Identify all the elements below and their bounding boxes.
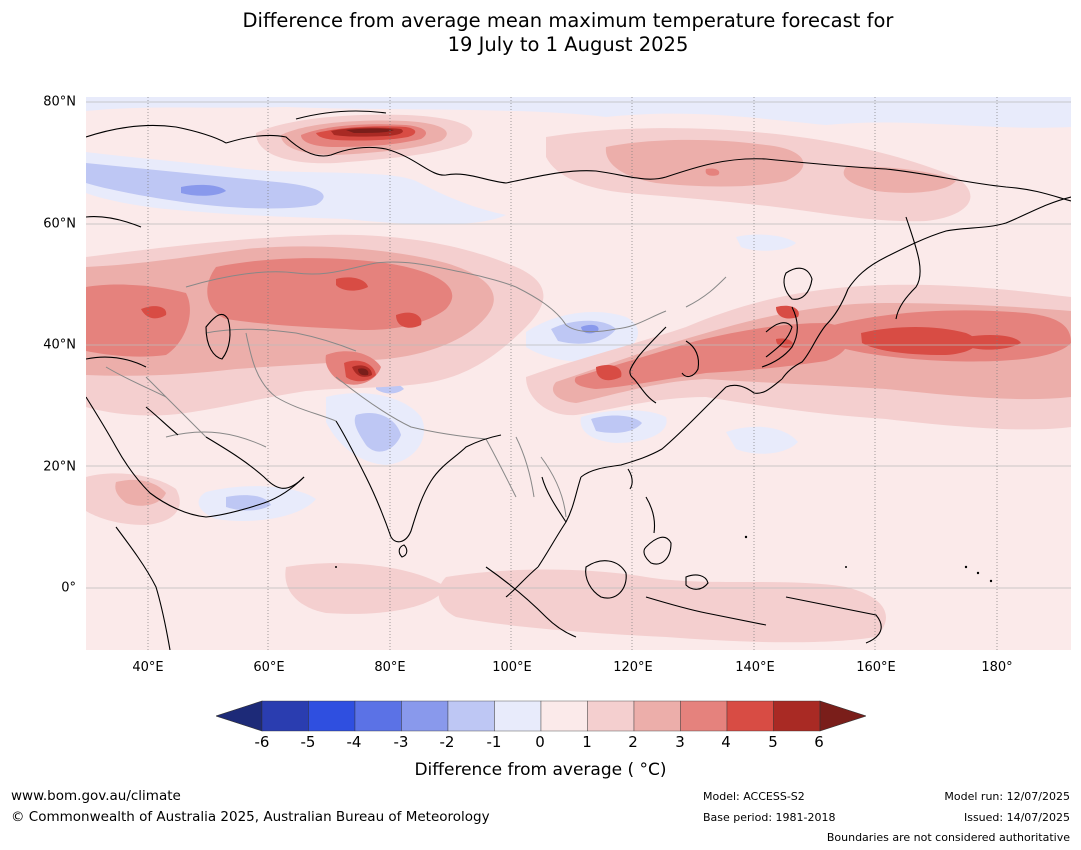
colorbar-tick-label: 6 — [814, 733, 824, 751]
forecast-map — [86, 97, 1071, 650]
lon-label-80e: 80°E — [374, 660, 406, 675]
lat-label-40n: 40°N — [43, 337, 76, 353]
colorbar-tick-label: 4 — [721, 733, 731, 751]
lon-label-60e: 60°E — [253, 660, 285, 675]
lat-label-60n: 60°N — [43, 216, 76, 232]
graticule — [86, 97, 1071, 650]
warm-anomalies — [86, 114, 1071, 643]
colorbar-swatch — [726, 700, 774, 732]
map-title: Difference from average mean maximum tem… — [0, 9, 1081, 57]
model-run-text: Model run: 12/07/2025 — [944, 790, 1070, 803]
lon-label-100e: 100°E — [492, 660, 532, 675]
title-line-1: Difference from average mean maximum tem… — [242, 9, 894, 32]
colorbar-swatch — [308, 700, 356, 732]
colorbar-tick-label: 0 — [535, 733, 545, 751]
lon-label-180: 180° — [981, 660, 1013, 675]
title-line-2: 19 July to 1 August 2025 — [447, 33, 689, 56]
lat-label-20n: 20°N — [43, 459, 76, 475]
colorbar-swatch — [447, 700, 495, 732]
colorbar — [216, 700, 866, 732]
colorbar-tick-label: -6 — [254, 733, 270, 751]
lon-label-160e: 160°E — [856, 660, 896, 675]
boundaries-note: Boundaries are not considered authoritat… — [826, 831, 1070, 844]
colorbar-swatch — [494, 700, 542, 732]
lon-label-120e: 120°E — [613, 660, 653, 675]
website-link[interactable]: www.bom.gov.au/climate — [11, 788, 181, 804]
base-period-text: Base period: 1981-2018 — [703, 811, 836, 824]
colorbar-tick-label: 2 — [628, 733, 638, 751]
lon-label-140e: 140°E — [735, 660, 775, 675]
colorbar-tick-label: -3 — [393, 733, 409, 751]
colorbar-tick-label: 3 — [675, 733, 685, 751]
copyright-text: © Commonwealth of Australia 2025, Austra… — [11, 809, 490, 825]
lon-label-40e: 40°E — [132, 660, 164, 675]
colorbar-tick-label: -2 — [439, 733, 455, 751]
island-dots — [335, 535, 993, 583]
colorbar-extend-high — [819, 700, 866, 732]
colorbar-tick-label: 5 — [768, 733, 778, 751]
map-svg — [86, 97, 1071, 650]
country-boundaries — [105, 261, 727, 518]
colorbar-label: Difference from average ( °C) — [414, 760, 667, 780]
colorbar-swatch — [401, 700, 449, 732]
colorbar-tick-label: -4 — [346, 733, 362, 751]
colorbar-extend-low — [216, 700, 263, 732]
colorbar-swatch — [587, 700, 635, 732]
coastlines — [86, 110, 1071, 650]
issued-text: Issued: 14/07/2025 — [963, 811, 1070, 824]
colorbar-tick-label: -5 — [300, 733, 316, 751]
colorbar-swatch — [680, 700, 728, 732]
cool-anomalies — [86, 97, 1071, 521]
colorbar-swatch — [354, 700, 402, 732]
colorbar-swatch — [261, 700, 309, 732]
colorbar-swatch — [633, 700, 681, 732]
colorbar-swatch — [773, 700, 821, 732]
colorbar-swatch — [540, 700, 588, 732]
colorbar-tick-label: 1 — [582, 733, 592, 751]
colorbar-tick-label: -1 — [486, 733, 502, 751]
lat-label-0: 0° — [61, 580, 76, 596]
lat-label-80n: 80°N — [43, 94, 76, 110]
model-text: Model: ACCESS-S2 — [703, 790, 805, 803]
